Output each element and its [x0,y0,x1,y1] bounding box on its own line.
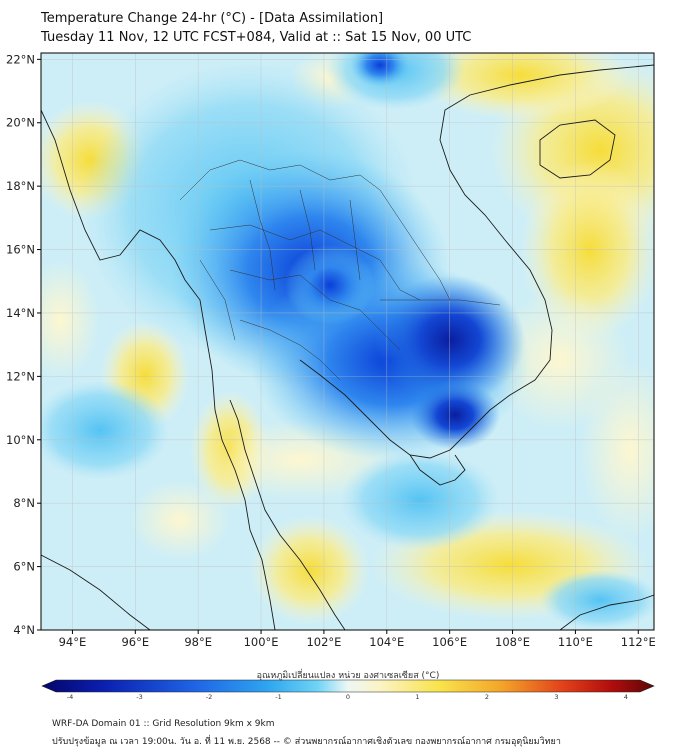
lat-tick-label: 10°N [6,433,35,447]
lon-tick-label: 112°E [621,635,656,649]
colorbar-tick-label: 2 [485,693,489,700]
colorbar-tick-label: -2 [206,693,212,700]
lat-tick-label: 12°N [6,369,35,383]
lat-tick-label: 6°N [13,560,35,574]
lon-tick-label: 102°E [306,635,341,649]
colorbar-tick-label: 0 [346,693,350,700]
lon-tick-label: 100°E [244,635,279,649]
temperature-change-map: 94°E 96°E 98°E 100°E 102°E 104°E 106°E 108°E 110… [6,52,656,700]
lon-tick-label: 96°E [121,635,149,649]
lon-tick-label: 98°E [184,635,212,649]
colorbar: -4 -3 -2 -1 0 1 2 3 4 [41,679,655,700]
lat-tick-label: 8°N [13,496,35,510]
lat-tick-label: 16°N [6,243,35,257]
admin-borders [179,159,501,381]
lon-tick-label: 106°E [432,635,467,649]
lon-tick-label: 104°E [369,635,404,649]
lat-tick-label: 14°N [6,306,35,320]
plot-frame [40,52,655,631]
lat-tick-label: 18°N [6,179,35,193]
lon-tick-label: 94°E [59,635,87,649]
latitude-axis: 22°N 20°N 18°N 16°N 14°N 12°N 10°N 8°N 6°N 4°N [6,52,41,637]
longitude-axis: 94°E 96°E 98°E 100°E 102°E 104°E 106°E 108°E 110… [59,630,656,649]
chart-subtitle: Tuesday 11 Nov, 12 UTC FCST+084, Valid a… [41,30,472,45]
coastlines [41,64,654,630]
colorbar-tick-label: -3 [136,693,142,700]
chart-title: Temperature Change 24-hr (°C) - [Data As… [41,11,384,26]
colorbar-tick-label: 3 [554,693,558,700]
colorbar-tick-label: 4 [624,693,628,700]
lat-tick-label: 20°N [6,116,35,130]
footer-model-info: WRF-DA Domain 01 :: Grid Resolution 9km … [52,719,275,729]
temperature-field [41,53,654,630]
colorbar-tick-label: -4 [67,693,73,700]
lon-tick-label: 108°E [495,635,530,649]
lat-tick-label: 22°N [6,52,35,66]
lon-tick-label: 110°E [558,635,593,649]
lat-tick-label: 4°N [13,623,35,637]
colorbar-tick-label: -1 [275,693,281,700]
colorbar-title: อุณหภูมิเปลี่ยนแปลง หน่วย องศาเซลเซียส (… [256,671,440,681]
footer-credits: ปรับปรุงข้อมูล ณ เวลา 19:00น. วัน อ. ที่… [52,737,561,747]
colorbar-tick-label: 1 [415,693,419,700]
